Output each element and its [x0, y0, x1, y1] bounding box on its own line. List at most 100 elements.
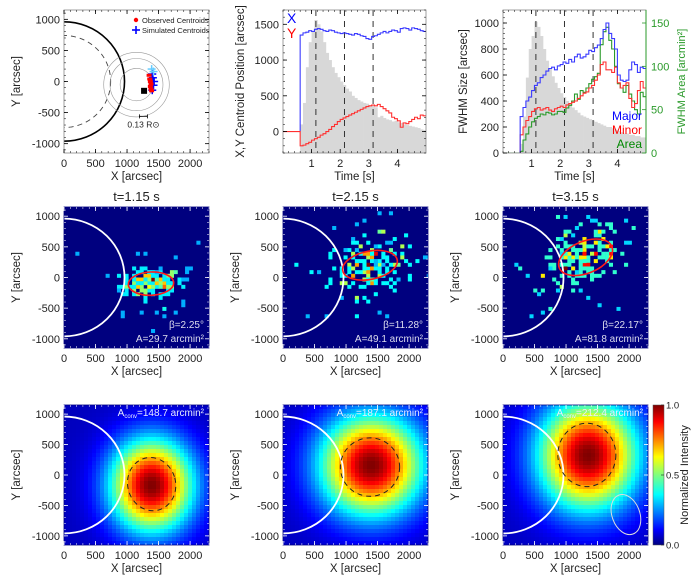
y-tick-label: -500 — [257, 303, 279, 315]
y-axis-label: Y [arcsec] — [450, 252, 462, 303]
intensity-pixel — [599, 493, 604, 498]
legend-minor-label: Minor — [612, 123, 642, 137]
intensity-pixel — [571, 473, 576, 478]
histogram-bar — [365, 103, 370, 153]
intensity-pixel — [539, 429, 544, 434]
intensity-pixel — [180, 501, 185, 506]
intensity-pixel — [303, 429, 308, 434]
intensity-pixel — [140, 473, 145, 478]
intensity-pixel — [164, 429, 169, 434]
intensity-pixel — [323, 465, 328, 470]
intensity-pixel — [76, 517, 81, 522]
x-axis-label: X [arcsec] — [111, 366, 162, 378]
intensity-pixel — [335, 481, 340, 486]
intensity-pixel — [100, 433, 105, 438]
intensity-pixel — [76, 433, 81, 438]
intensity-pixel — [100, 525, 105, 530]
intensity-pixel — [363, 485, 368, 490]
intensity-pixel — [303, 433, 308, 438]
count-pixel — [362, 284, 367, 289]
intensity-pixel — [563, 469, 568, 474]
intensity-pixel — [291, 437, 296, 442]
intensity-pixel — [379, 441, 384, 446]
intensity-pixel — [559, 429, 564, 434]
intensity-pixel — [559, 473, 564, 478]
intensity-pixel — [407, 461, 412, 466]
intensity-pixel — [603, 417, 608, 422]
intensity-pixel — [80, 537, 85, 542]
intensity-pixel — [192, 413, 197, 418]
count-pixel — [339, 295, 344, 300]
intensity-pixel — [88, 445, 93, 450]
intensity-pixel — [160, 441, 165, 446]
intensity-pixel — [136, 525, 141, 530]
intensity-pixel — [148, 517, 153, 522]
intensity-pixel — [555, 457, 560, 462]
intensity-pixel — [307, 461, 312, 466]
intensity-pixel — [291, 481, 296, 486]
intensity-pixel — [427, 441, 428, 446]
intensity-pixel — [283, 501, 288, 506]
count-pixel — [166, 292, 171, 297]
intensity-pixel — [415, 481, 420, 486]
intensity-pixel — [347, 477, 352, 482]
intensity-pixel — [172, 509, 177, 514]
intensity-pixel — [367, 525, 372, 530]
intensity-pixel — [84, 493, 89, 498]
intensity-pixel — [615, 425, 620, 430]
intensity-pixel — [367, 417, 372, 422]
intensity-pixel — [180, 489, 185, 494]
intensity-pixel — [192, 505, 197, 510]
intensity-pixel — [523, 425, 528, 430]
intensity-pixel — [92, 465, 97, 470]
count-pixel — [143, 266, 148, 271]
intensity-pixel — [160, 485, 165, 490]
intensity-pixel — [351, 421, 356, 426]
intensity-pixel — [283, 441, 288, 446]
intensity-pixel — [411, 405, 416, 410]
intensity-pixel — [160, 429, 165, 434]
intensity-pixel — [343, 541, 348, 545]
intensity-pixel — [403, 493, 408, 498]
count-pixel — [392, 288, 397, 293]
intensity-pixel — [543, 425, 548, 430]
intensity-pixel — [603, 409, 608, 414]
count-pixel — [385, 240, 390, 245]
intensity-pixel — [635, 465, 640, 470]
histogram-bar — [531, 36, 535, 153]
intensity-pixel — [124, 481, 129, 486]
intensity-pixel — [104, 437, 109, 442]
count-pixel — [343, 255, 348, 260]
intensity-pixel — [511, 469, 516, 474]
count-pixel — [351, 281, 356, 286]
x-tick-label: 4 — [614, 158, 620, 170]
count-pixel — [567, 244, 572, 249]
intensity-pixel — [375, 425, 380, 430]
intensity-pixel — [375, 505, 380, 510]
intensity-pixel — [391, 477, 396, 482]
intensity-pixel — [80, 477, 85, 482]
intensity-pixel — [635, 441, 640, 446]
intensity-pixel — [355, 409, 360, 414]
intensity-pixel — [168, 501, 173, 506]
intensity-pixel — [172, 517, 177, 522]
inner-dashed-circle — [64, 35, 112, 128]
count-pixel — [366, 240, 371, 245]
histogram-bar — [394, 120, 398, 153]
intensity-pixel — [283, 517, 288, 522]
intensity-pixel — [140, 425, 145, 430]
intensity-pixel — [196, 409, 201, 414]
count-pixel — [328, 281, 333, 286]
intensity-pixel — [391, 489, 396, 494]
intensity-pixel — [132, 429, 137, 434]
intensity-pixel — [363, 509, 368, 514]
intensity-pixel — [104, 541, 109, 545]
centroid-position-plot — [283, 10, 426, 153]
intensity-pixel — [104, 429, 109, 434]
histogram-bar — [634, 136, 638, 153]
y-tick-label: 500 — [481, 242, 499, 254]
intensity-pixel — [287, 405, 292, 410]
intensity-pixel — [507, 473, 512, 478]
intensity-pixel — [287, 421, 292, 426]
intensity-pixel — [379, 469, 384, 474]
